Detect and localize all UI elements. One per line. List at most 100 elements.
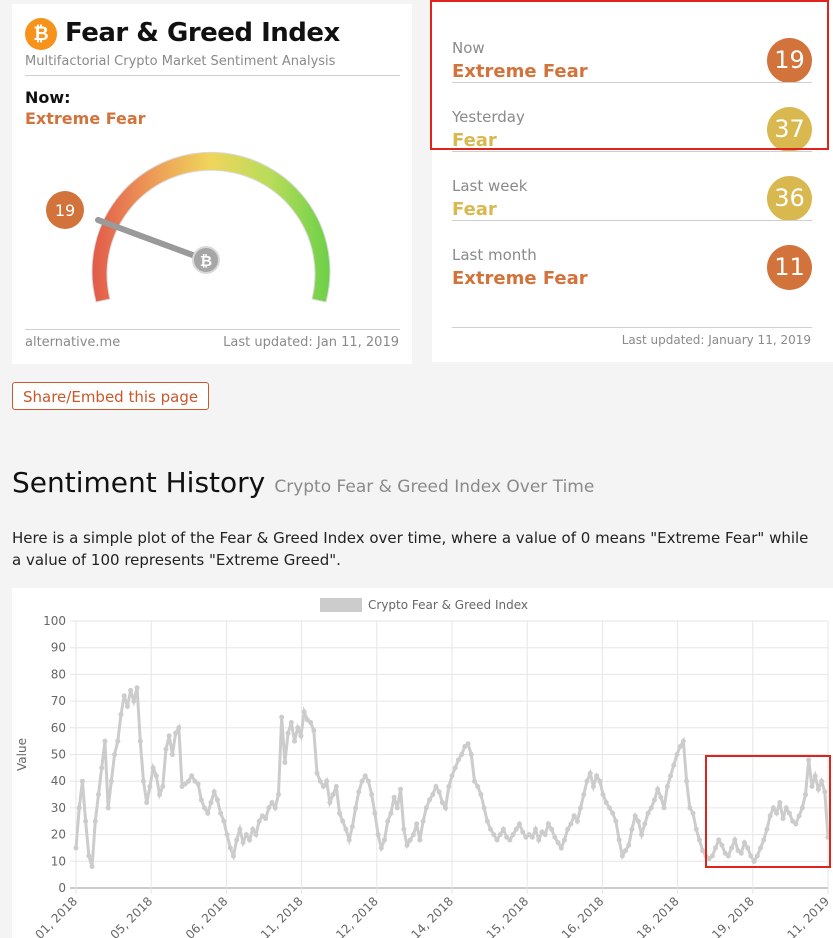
data-point [536,837,542,843]
divider [25,329,400,330]
data-point [606,805,612,811]
data-point [185,778,191,784]
data-point [150,765,156,771]
data-point [112,752,118,757]
data-point [365,778,371,784]
data-point [147,784,153,790]
data-point [224,832,230,838]
data-point [446,784,452,790]
data-point [202,805,208,811]
data-point [198,797,204,803]
data-point [619,853,625,859]
section-title: Sentiment History [12,466,266,499]
data-point [507,837,513,843]
data-point [169,752,175,757]
data-point [124,703,130,709]
y-tick-label: 60 [51,721,66,735]
data-point [549,826,555,832]
data-point [639,832,645,838]
x-tick-label: …14, 2018 [400,894,456,938]
gauge: ₿ 19 [46,151,331,303]
history-label: Last month [452,246,537,264]
data-point [243,832,249,838]
fear-greed-widget: ₿ Fear & Greed Index Multifactorial Cryp… [12,4,412,364]
data-point [600,792,606,798]
data-point [346,837,352,843]
data-point [92,818,98,824]
data-point [806,757,812,763]
data-point [713,845,719,851]
data-point [144,800,150,806]
history-classification: Extreme Fear [452,61,588,82]
data-point [378,845,384,851]
x-tick-label: …12, 2018 [325,894,381,938]
data-point [822,789,828,795]
divider [25,75,400,76]
data-point [89,864,95,870]
data-point [234,837,240,843]
data-point [684,778,690,784]
x-tick-label: …11, 2019 [776,894,832,938]
data-point [427,797,433,803]
data-point [230,853,236,859]
data-point [121,693,127,699]
data-point [690,810,696,816]
data-point [488,826,494,832]
data-point [256,818,262,824]
data-point [709,853,715,859]
data-point [603,800,609,806]
data-point [552,834,558,840]
history-label: Last week [452,177,528,195]
data-point [214,797,220,803]
data-point [359,778,365,784]
data-point [388,810,394,816]
section-description: Here is a simple plot of the Fear & Gree… [12,529,809,569]
gauge-arc [91,151,331,303]
data-point [102,738,108,744]
data-point [655,786,661,792]
data-point [311,727,317,733]
data-point [320,784,326,790]
y-tick-label: 20 [51,828,66,842]
data-point [745,845,751,851]
data-point [475,784,481,790]
data-point [128,687,134,693]
y-tick-label: 0 [58,881,66,895]
data-point [465,741,471,747]
history-row-yesterday: Yesterday Fear 37 [452,83,812,152]
source-link[interactable]: alternative.me [25,335,121,350]
data-point [590,784,596,790]
data-point [401,826,407,832]
data-point [382,837,388,843]
history-row-last-month: Last month Extreme Fear 11 [452,221,812,290]
data-point [626,842,632,848]
data-point [803,792,809,798]
data-point [443,805,449,811]
data-point [571,813,577,819]
data-point [635,818,641,824]
x-tick-label: …15, 2018 [475,894,531,938]
history-label: Yesterday [452,108,525,126]
data-point [330,792,336,798]
data-point [292,738,298,744]
data-point [205,810,211,816]
history-row-last-week: Last week Fear 36 [452,152,812,221]
divider [452,151,812,152]
share-embed-button[interactable]: Share/Embed this page [12,382,210,410]
data-point [732,837,738,843]
data-point [812,773,818,779]
data-point [758,845,764,851]
data-point [584,778,590,784]
data-point [481,805,487,811]
data-point [362,773,368,779]
data-point [263,816,269,822]
data-point [157,792,163,798]
data-point [414,821,420,827]
data-point [353,805,359,811]
data-point [664,784,670,790]
data-point [513,826,519,832]
y-tick-label: 100 [43,614,66,628]
data-point [160,784,166,790]
data-point [308,719,314,725]
data-point [767,813,773,819]
